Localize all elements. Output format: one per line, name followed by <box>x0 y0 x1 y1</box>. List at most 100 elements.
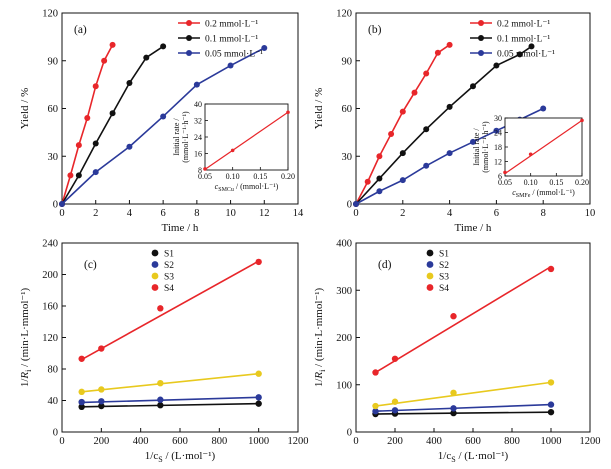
legend-label: 0.2 mmol·L⁻¹ <box>205 20 258 30</box>
panel-label: (c) <box>84 259 97 271</box>
inset-x-tick-label: 0.05 <box>498 178 512 187</box>
fit-line <box>375 403 552 413</box>
inset-data-point <box>503 170 507 175</box>
data-point <box>101 57 108 64</box>
inset-x-tick-label: 0.20 <box>281 172 295 181</box>
series-s2 <box>372 401 555 415</box>
y-tick-label: 80 <box>48 365 59 376</box>
data-point <box>372 408 379 415</box>
data-point <box>372 402 379 410</box>
data-point <box>255 400 262 407</box>
panel-c: 0 200 400 600 800 1000 1200 0 40 80 120 160 200 240 (c… <box>19 239 309 465</box>
legend-label: S1 <box>439 250 449 260</box>
legend-marker <box>151 261 159 268</box>
fit-line <box>81 396 259 404</box>
inset-x-tick-label: 0.10 <box>226 172 240 181</box>
data-point <box>376 153 383 160</box>
x-tick-label: 2 <box>93 208 98 219</box>
x-tick-label: 400 <box>133 436 149 447</box>
y-axis-title: 1/Ri / (min·L·mmol⁻¹) <box>313 287 327 387</box>
data-point <box>493 127 500 134</box>
legend-label: 0.05 mmol·L⁻¹ <box>497 50 555 60</box>
inset-y-axis-title-line2: (mmol·L⁻¹·h⁻¹) <box>481 121 490 173</box>
series-s3 <box>372 379 555 410</box>
series-0.1-mmol-l- <box>353 43 535 207</box>
inset-chart: 0.05 0.10 0.15 0.20 8 16 24 32 40 cSMCu / (mmol·L… <box>172 100 295 193</box>
x-tick-label: 600 <box>465 436 481 447</box>
inset-y-tick-label: 30 <box>494 114 502 123</box>
inset-y-tick-label: 40 <box>194 100 202 109</box>
data-point <box>75 142 82 149</box>
data-point <box>143 54 150 61</box>
y-tick-label: 90 <box>48 56 59 67</box>
legend: 0.2 mmol·L⁻¹ 0.1 mmol·L⁻¹ 0.05 mmol·L⁻¹ <box>178 20 263 60</box>
fit-line <box>81 372 259 393</box>
legend-label: S1 <box>164 250 174 260</box>
legend-label: S4 <box>439 284 449 294</box>
legend-label: 0.1 mmol·L⁻¹ <box>205 35 258 45</box>
x-tick-label: 8 <box>541 208 546 219</box>
data-point <box>59 201 65 207</box>
legend-label: S3 <box>164 273 174 283</box>
inset-chart: 0.05 0.10 0.15 0.20 6 12 18 24 30 cSMFe / (mmol·L… <box>472 114 589 199</box>
inset-y-tick-label: 32 <box>194 117 202 126</box>
inset-data-point <box>230 148 235 153</box>
data-point <box>450 389 457 396</box>
x-tick-label: 4 <box>127 208 133 219</box>
x-axis-title: 1/cS / (L·mol⁻¹) <box>438 450 509 464</box>
legend-label: S2 <box>439 261 449 271</box>
x-tick-label: 600 <box>172 436 188 447</box>
data-point <box>450 313 457 320</box>
data-point <box>470 138 476 145</box>
legend-marker <box>478 20 484 26</box>
y-axis-title: Yield / % <box>313 88 325 130</box>
x-axis-title: 1/cS / (L·mol⁻¹) <box>145 450 216 464</box>
inset-data-point <box>286 110 290 115</box>
data-point <box>160 43 167 50</box>
x-tick-label: 200 <box>387 436 403 447</box>
x-tick-label: 6 <box>494 208 499 219</box>
data-point <box>547 408 555 416</box>
legend-label: S4 <box>164 284 174 294</box>
data-point <box>193 81 200 88</box>
legend-marker <box>426 272 434 280</box>
x-tick-label: 6 <box>161 208 166 219</box>
data-point <box>391 355 399 362</box>
inset-x-tick-label: 0.20 <box>575 178 589 187</box>
data-point <box>98 402 105 410</box>
fit-line <box>81 260 260 361</box>
x-tick-label: 800 <box>211 436 227 447</box>
data-point <box>528 43 535 50</box>
x-tick-label: 1000 <box>541 436 562 447</box>
y-tick-label: 0 <box>347 428 352 439</box>
data-point <box>547 265 555 273</box>
legend-label: 0.05 mmol·L⁻¹ <box>205 50 263 60</box>
x-tick-label: 800 <box>504 436 520 447</box>
data-point <box>423 126 430 133</box>
y-tick-label: 30 <box>48 152 59 163</box>
legend-marker <box>186 20 192 26</box>
y-axis-title: 1/Ri / (min·L·mmol⁻¹) <box>19 287 33 387</box>
inset-x-axis-title: cSMCu / (mmol·L⁻¹) <box>215 182 279 193</box>
data-point <box>84 115 91 122</box>
legend-marker <box>186 50 192 56</box>
y-tick-label: 30 <box>342 152 353 163</box>
legend-marker <box>426 261 434 268</box>
x-tick-label: 10 <box>585 208 596 219</box>
inset-x-tick-label: 0.05 <box>198 172 212 181</box>
x-tick-label: 4 <box>447 208 453 219</box>
data-point <box>109 41 116 48</box>
inset-x-tick-label: 0.15 <box>549 178 563 187</box>
y-tick-label: 300 <box>336 286 352 297</box>
data-point <box>75 172 82 179</box>
series-line <box>61 45 164 205</box>
data-point <box>261 45 268 52</box>
fit-line <box>81 402 259 408</box>
data-point <box>434 49 441 56</box>
data-point <box>255 394 262 401</box>
legend-marker <box>186 35 192 41</box>
inset-y-tick-label: 12 <box>494 158 502 167</box>
data-point <box>423 70 430 77</box>
x-tick-label: 200 <box>93 436 109 447</box>
